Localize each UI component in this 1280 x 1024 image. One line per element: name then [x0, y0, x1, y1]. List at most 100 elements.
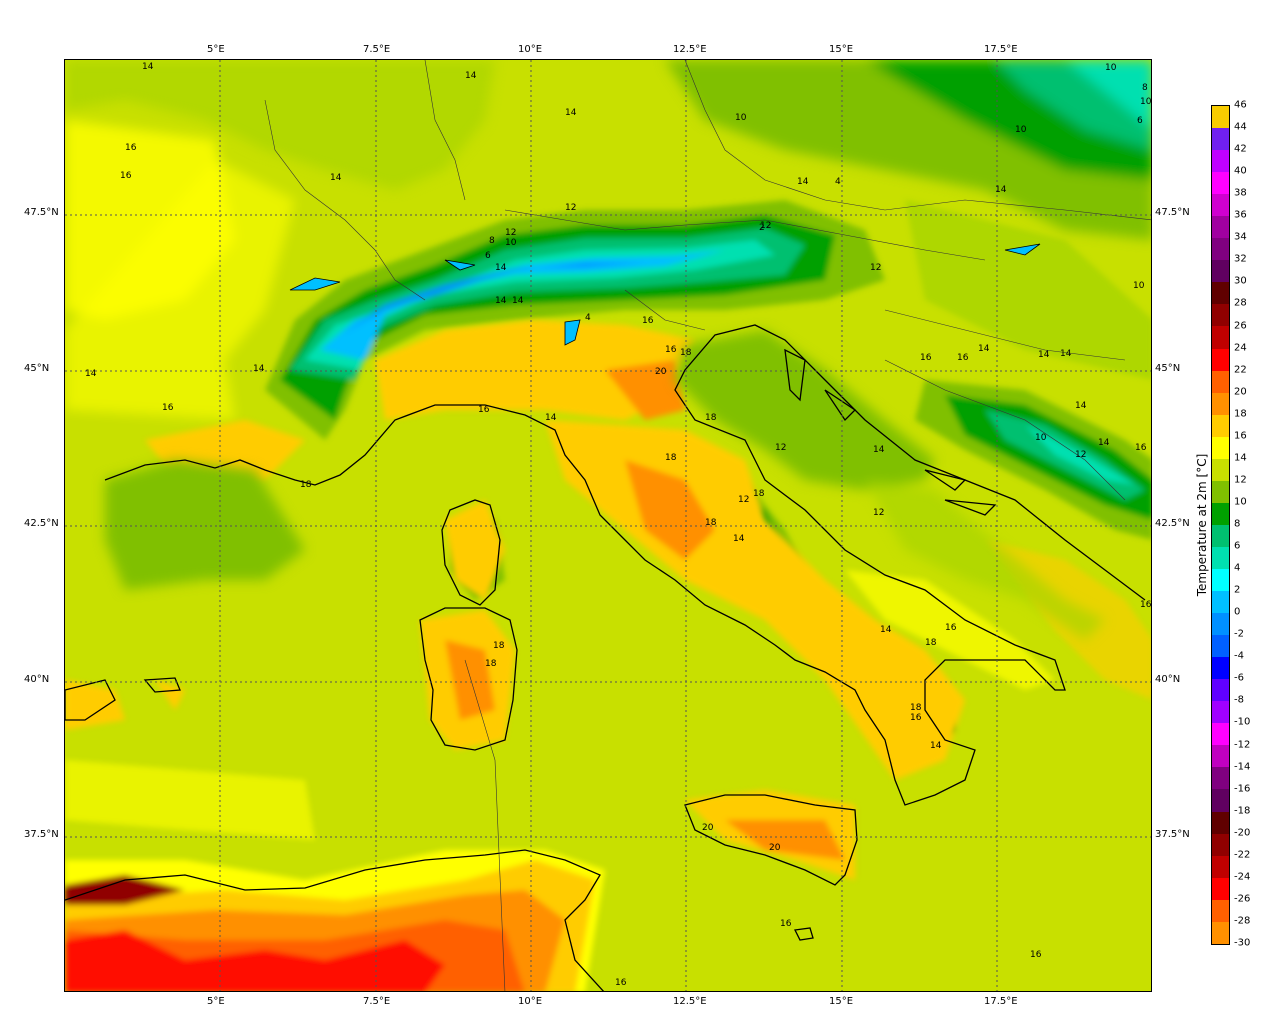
contour-label: 12 — [505, 228, 516, 238]
colorbar-segment — [1212, 414, 1229, 437]
colorbar-tick-label: 44 — [1234, 121, 1247, 133]
contour-label: 8 — [489, 236, 495, 246]
colorbar-tick-label: 26 — [1234, 320, 1247, 332]
contour-label: 14 — [85, 369, 97, 379]
colorbar-tick-label: 14 — [1234, 452, 1247, 464]
colorbar-tick-label: -16 — [1234, 783, 1251, 795]
colorbar-tick-label: 28 — [1234, 297, 1247, 309]
contour-label: 14 — [142, 62, 154, 72]
contour-label: 10 — [1140, 97, 1152, 107]
contour-label: 12 — [775, 443, 786, 453]
colorbar-tick-label: -4 — [1234, 650, 1244, 662]
colorbar-segment — [1212, 701, 1229, 724]
colorbar-segment — [1212, 568, 1229, 592]
lat-tick-right: 45°N — [1155, 363, 1181, 374]
colorbar-tick-label: 38 — [1234, 187, 1247, 199]
colorbar-segment — [1212, 502, 1229, 525]
colorbar — [1211, 105, 1230, 945]
lat-tick-right: 42.5°N — [1155, 518, 1190, 529]
colorbar-segment — [1212, 304, 1229, 327]
contour-label: 14 — [1098, 438, 1110, 448]
colorbar-tick-label: 24 — [1234, 342, 1247, 354]
colorbar-segment — [1212, 370, 1229, 393]
contour-label: 18 — [705, 518, 717, 528]
contour-label: 16 — [665, 345, 677, 355]
contour-label: 16 — [162, 403, 174, 413]
contour-label: 16 — [957, 353, 969, 363]
colorbar-tick-label: -18 — [1234, 805, 1251, 817]
colorbar-tick-label: 16 — [1234, 430, 1247, 442]
contour-label: 14 — [873, 445, 885, 455]
contour-label: 18 — [300, 480, 312, 490]
lon-tick-bottom: 12.5°E — [673, 996, 707, 1007]
contour-label: 18 — [705, 413, 717, 423]
colorbar-tick-label: -22 — [1234, 849, 1251, 861]
contour-label: 14 — [797, 177, 809, 187]
colorbar-segment — [1212, 833, 1229, 856]
colorbar-segment — [1212, 789, 1229, 812]
colorbar-tick-label: -10 — [1234, 716, 1251, 728]
contour-label: 18 — [680, 348, 692, 358]
colorbar-tick-label: 36 — [1234, 209, 1247, 221]
colorbar-segment — [1212, 216, 1229, 239]
colorbar-segment — [1212, 899, 1229, 922]
contour-label: 16 — [478, 405, 490, 415]
colorbar-tick-label: 40 — [1234, 165, 1247, 177]
contour-label: 14 — [545, 413, 557, 423]
lon-tick-top: 10°E — [518, 44, 543, 55]
colorbar-segment — [1212, 723, 1229, 746]
colorbar-segment — [1212, 855, 1229, 878]
contour-label: 18 — [753, 489, 765, 499]
colorbar-tick-label: 8 — [1234, 518, 1241, 530]
colorbar-segment — [1212, 238, 1229, 261]
colorbar-segment — [1212, 635, 1229, 658]
lon-tick-top: 12.5°E — [673, 44, 707, 55]
lon-tick-bottom: 7.5°E — [363, 996, 391, 1007]
colorbar-tick-label: 34 — [1234, 231, 1247, 243]
contour-label: 16 — [1030, 950, 1042, 960]
colorbar-segment — [1212, 679, 1229, 702]
contour-label: 16 — [120, 171, 132, 181]
colorbar-tick-label: -26 — [1234, 893, 1251, 905]
contour-label: 14 — [495, 263, 507, 273]
contour-label: 12 — [738, 495, 749, 505]
contour-label: 20 — [655, 367, 667, 377]
contour-label: 14 — [1060, 349, 1072, 359]
contour-label: 16 — [910, 713, 922, 723]
contour-label: 14 — [565, 108, 577, 118]
contour-label: 10 — [505, 238, 517, 248]
colorbar-tick-label: -20 — [1234, 827, 1251, 839]
colorbar-segment — [1212, 436, 1229, 459]
colorbar-title: Temperature at 2m [°C] — [1195, 453, 1209, 597]
colorbar-segment — [1212, 524, 1229, 547]
lat-tick-right: 37.5°N — [1155, 829, 1190, 840]
contour-label: 14 — [733, 534, 745, 544]
colorbar-segment — [1212, 128, 1229, 151]
colorbar-segment — [1212, 348, 1229, 371]
contour-label: 18 — [493, 641, 505, 651]
colorbar-segment — [1212, 480, 1229, 503]
contour-label: 14 — [495, 296, 507, 306]
contour-label: 10 — [735, 113, 747, 123]
contour-label: 10 — [1035, 433, 1047, 443]
lon-tick-top: 15°E — [829, 44, 854, 55]
lat-tick-left: 37.5°N — [24, 829, 59, 840]
colorbar-tick-label: -6 — [1234, 672, 1244, 684]
contour-label: 4 — [835, 177, 841, 187]
contour-label: 12 — [870, 263, 881, 273]
colorbar-segment — [1212, 172, 1229, 195]
contour-label: 16 — [125, 143, 137, 153]
colorbar-tick-label: 46 — [1234, 99, 1247, 111]
contour-label: 16 — [945, 623, 957, 633]
colorbar-segment — [1212, 657, 1229, 680]
colorbar-tick-label: 42 — [1234, 143, 1247, 155]
colorbar-tick-label: 10 — [1234, 496, 1247, 508]
contour-label: 14 — [1038, 350, 1050, 360]
lat-tick-left: 42.5°N — [24, 518, 59, 529]
lon-tick-bottom: 17.5°E — [984, 996, 1018, 1007]
colorbar-tick-label: -24 — [1234, 871, 1251, 883]
colorbar-tick-label: 0 — [1234, 606, 1241, 618]
contour-label: 12 — [873, 508, 884, 518]
